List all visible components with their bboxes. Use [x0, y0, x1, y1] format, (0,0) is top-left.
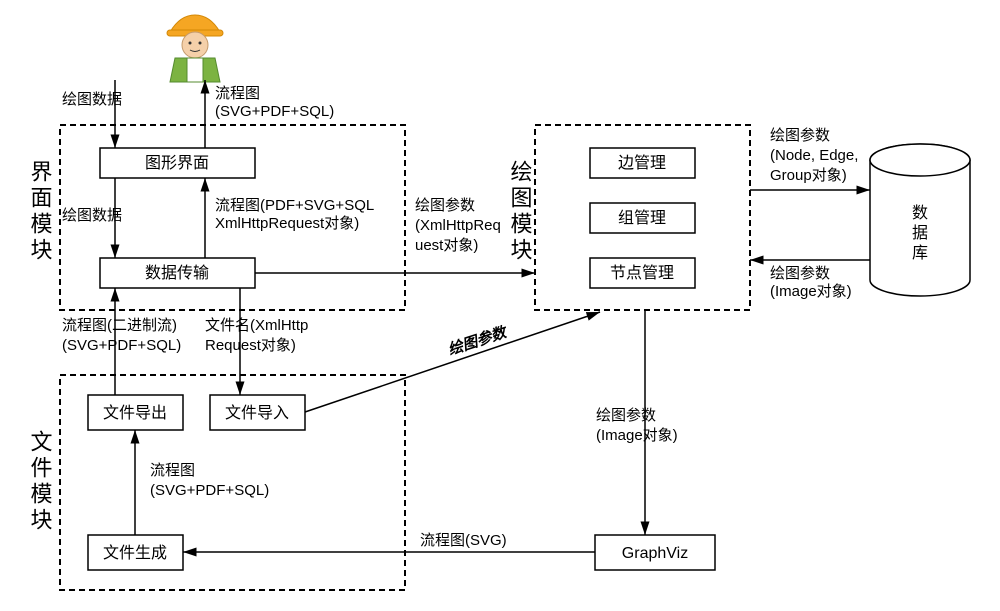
- edge-gen-to-export-label1: 流程图: [150, 462, 195, 479]
- edge-dt-to-import-label1: 文件名(XmlHttp: [205, 317, 308, 334]
- graphviz-label: GraphViz: [622, 545, 688, 562]
- graphical-ui-label: 图形界面: [145, 154, 209, 172]
- database-label: 数: [912, 204, 928, 222]
- data-transfer-label: 数据传输: [145, 264, 209, 282]
- node-mgmt-label: 节点管理: [610, 264, 674, 282]
- edge-dt-to-import-label2: Request对象): [205, 337, 296, 354]
- edge-export-to-dt-label1: 流程图(二进制流): [62, 317, 177, 334]
- flowchart-diagram: 界面模块 绘图模块 文件模块 图形界面 数据传输 边管理 组管理 节点管理 文件…: [0, 0, 1000, 611]
- svg-text:据: 据: [912, 224, 928, 242]
- edge-gen-to-export-label2: (SVG+PDF+SQL): [150, 482, 269, 499]
- group-mgmt-label: 组管理: [618, 209, 666, 227]
- ui-module-label: 界面模块: [28, 160, 53, 264]
- edge-import-to-draw: [305, 312, 600, 412]
- file-module-label: 文件模块: [28, 430, 53, 534]
- actor-icon: [167, 15, 223, 82]
- database-icon: 数 据 库: [870, 144, 970, 296]
- file-gen-label: 文件生成: [103, 544, 167, 562]
- edge-ui-to-actor-label1: 流程图: [215, 85, 260, 102]
- edge-draw-to-gv-label1: 绘图参数: [596, 407, 656, 424]
- file-import-label: 文件导入: [225, 404, 289, 422]
- edge-dt-to-ui-label2: XmlHttpRequest对象): [215, 215, 359, 232]
- edge-dt-to-ui-label1: 流程图(PDF+SVG+SQL: [215, 197, 374, 214]
- edge-export-to-dt-label2: (SVG+PDF+SQL): [62, 337, 181, 354]
- edge-dt-to-draw-label3: uest对象): [415, 237, 478, 254]
- edge-draw-to-db-label3: Group对象): [770, 167, 847, 184]
- edge-actor-to-ui-label: 绘图数据: [62, 91, 122, 108]
- edge-db-to-draw-label2: (Image对象): [770, 283, 852, 300]
- svg-text:库: 库: [912, 244, 928, 262]
- file-export-label: 文件导出: [103, 404, 167, 422]
- edge-gv-to-gen-label: 流程图(SVG): [420, 532, 507, 549]
- edge-mgmt-label: 边管理: [618, 154, 666, 172]
- edge-dt-to-draw-label2: (XmlHttpReq: [415, 217, 501, 234]
- edge-ui-to-actor-label2: (SVG+PDF+SQL): [215, 103, 334, 120]
- edge-db-to-draw-label1: 绘图参数: [770, 265, 830, 282]
- drawing-module-label: 绘图模块: [508, 160, 533, 264]
- edge-ui-to-dt-label: 绘图数据: [62, 207, 122, 224]
- edge-draw-to-db-label2: (Node, Edge,: [770, 147, 858, 164]
- edge-draw-to-db-label1: 绘图参数: [770, 127, 830, 144]
- edge-draw-to-gv-label2: (Image对象): [596, 427, 678, 444]
- edge-dt-to-draw-label1: 绘图参数: [415, 197, 475, 214]
